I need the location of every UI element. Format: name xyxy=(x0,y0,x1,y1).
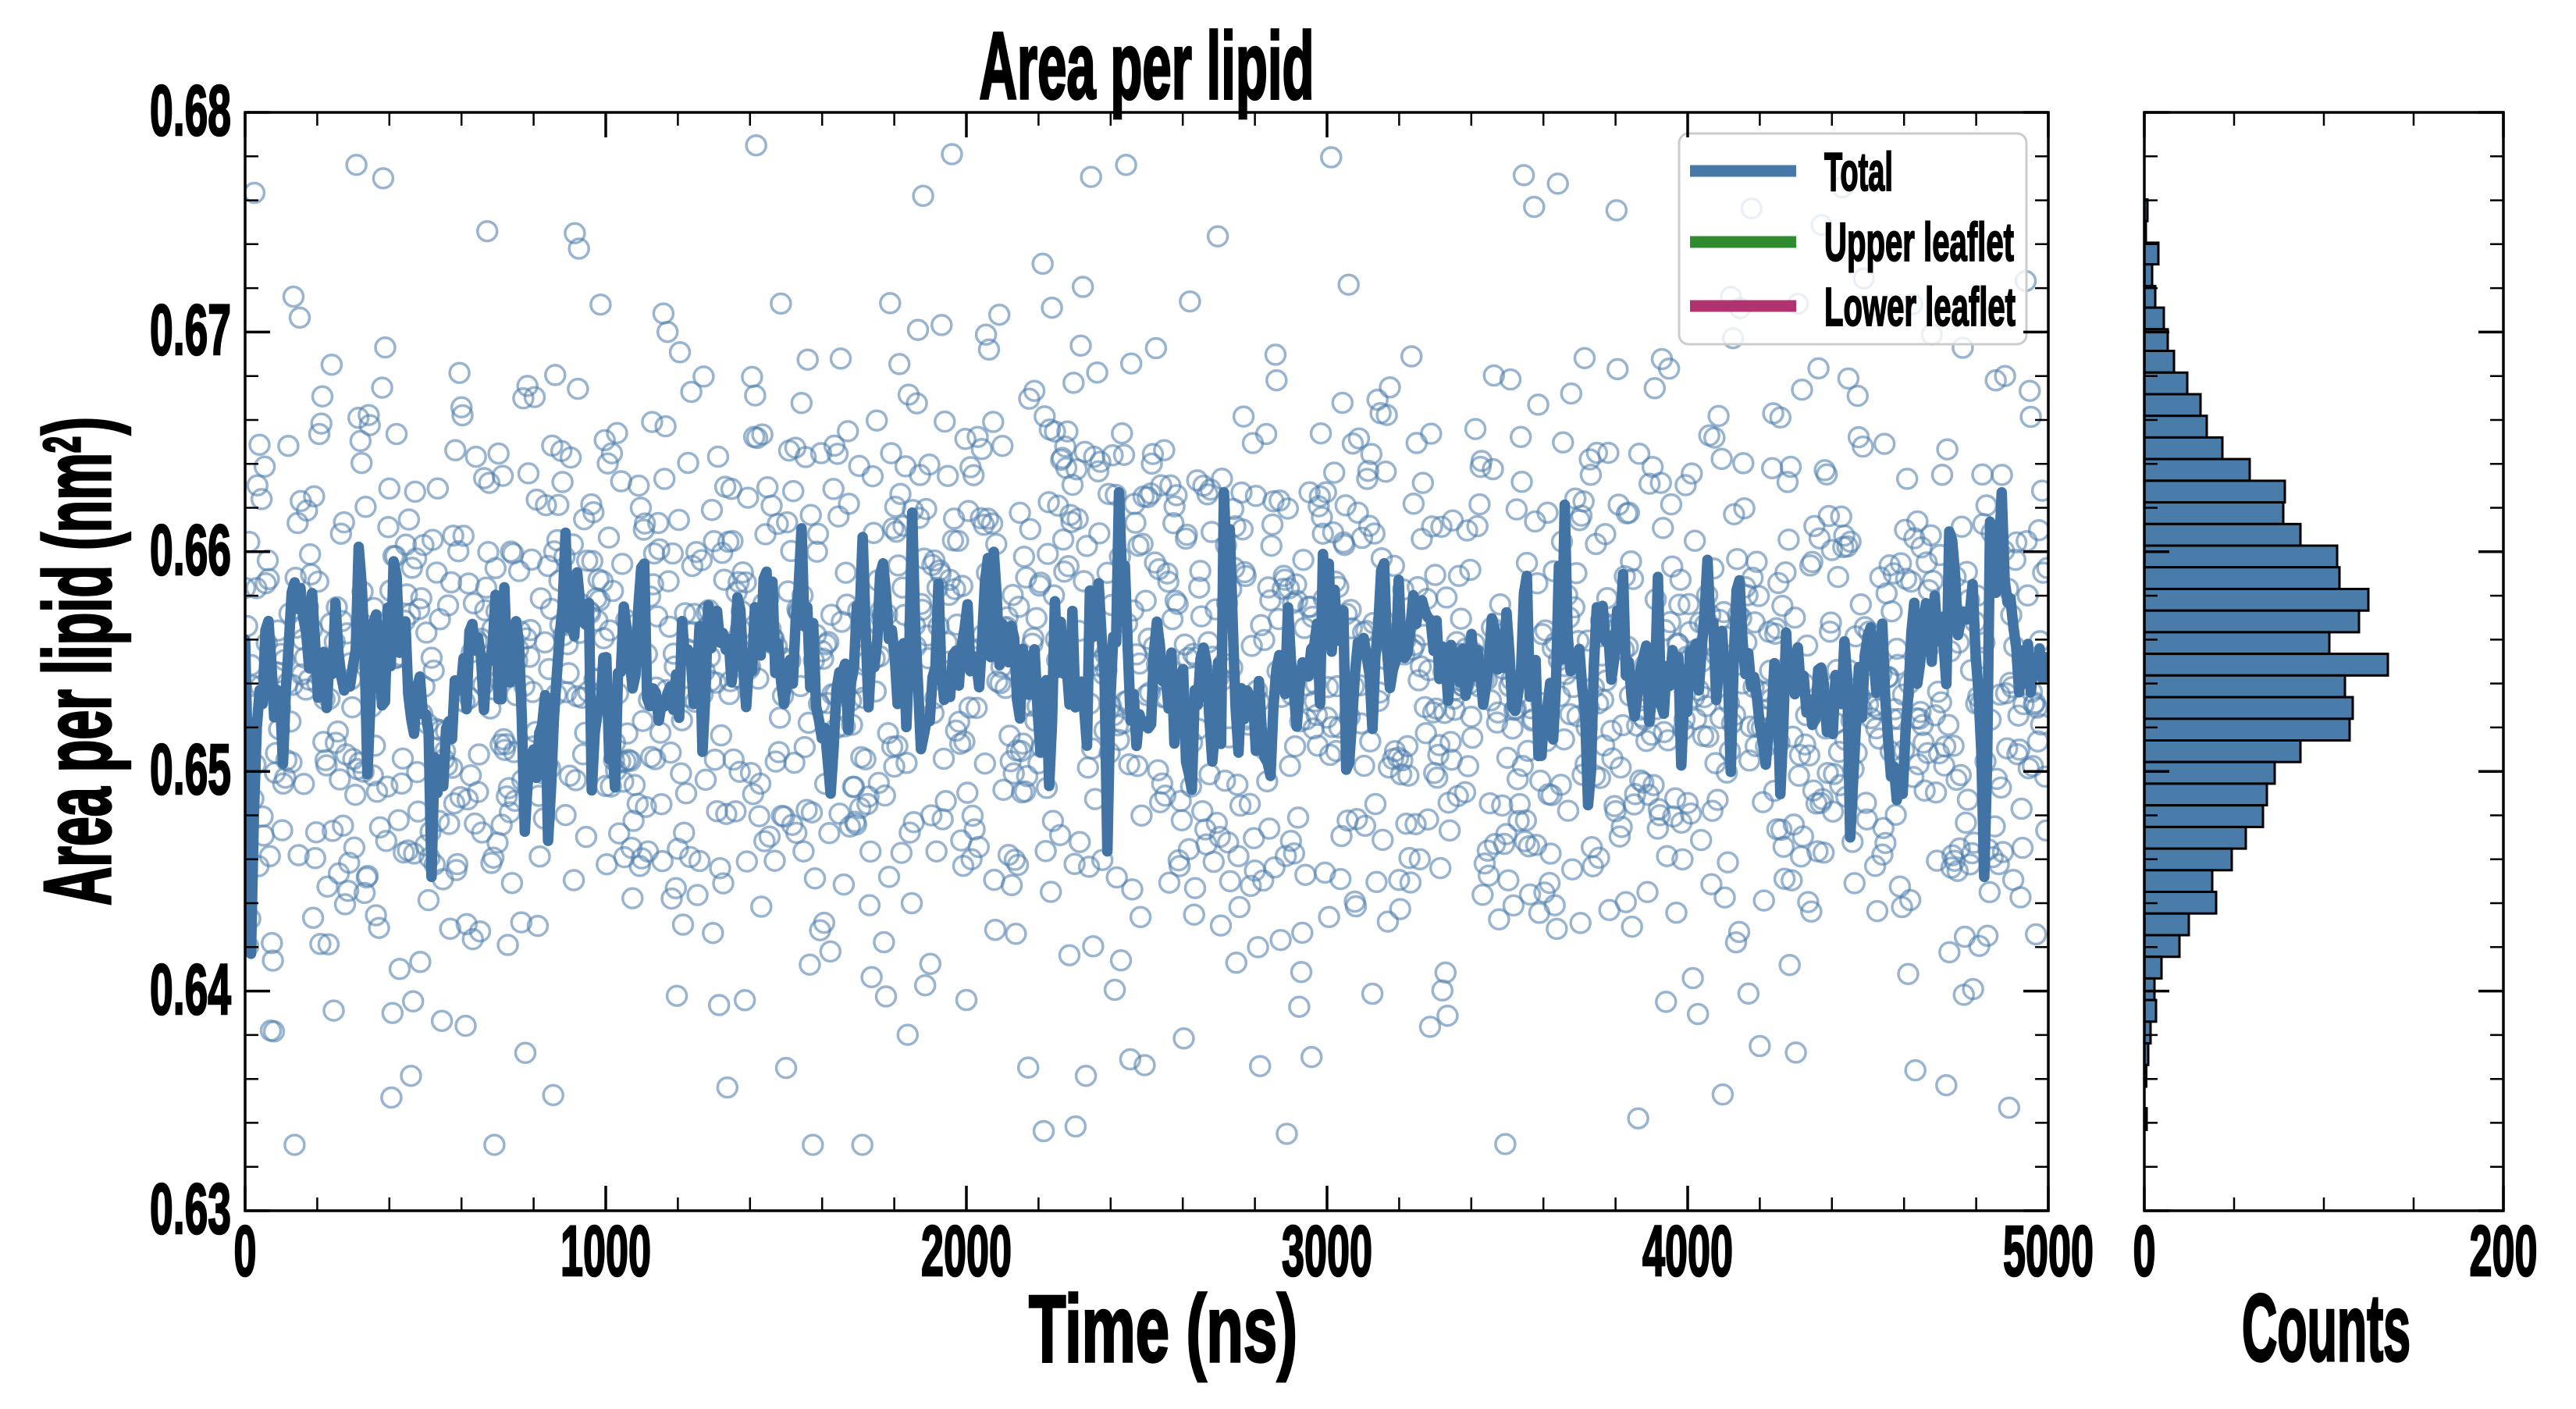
svg-text:0.65: 0.65 xyxy=(150,730,231,809)
svg-text:2: 2 xyxy=(33,436,91,453)
svg-text:1000: 1000 xyxy=(560,1212,651,1291)
svg-text:Area per lipid: Area per lipid xyxy=(980,12,1315,119)
svg-text:0.68: 0.68 xyxy=(150,71,231,151)
svg-text:0.63: 0.63 xyxy=(150,1169,231,1249)
svg-text:0.67: 0.67 xyxy=(150,290,231,370)
svg-text:Area per lipid (nm: Area per lipid (nm xyxy=(24,453,130,906)
svg-text:2000: 2000 xyxy=(921,1212,1012,1291)
svg-text:0: 0 xyxy=(234,1212,257,1291)
svg-text:Upper leaflet: Upper leaflet xyxy=(1824,212,2014,272)
svg-text:0.64: 0.64 xyxy=(150,950,231,1030)
svg-text:200: 200 xyxy=(2470,1212,2538,1291)
svg-text:Lower leaflet: Lower leaflet xyxy=(1824,276,2016,337)
svg-text:): ) xyxy=(24,417,130,435)
svg-text:4000: 4000 xyxy=(1642,1212,1733,1291)
svg-text:0.66: 0.66 xyxy=(150,511,231,590)
svg-text:0: 0 xyxy=(2133,1212,2156,1291)
svg-text:Total: Total xyxy=(1824,141,1893,202)
svg-text:5000: 5000 xyxy=(2003,1212,2094,1291)
svg-text:Counts: Counts xyxy=(2242,1275,2411,1381)
svg-text:Time (ns): Time (ns) xyxy=(1029,1276,1297,1382)
svg-text:3000: 3000 xyxy=(1282,1212,1372,1291)
